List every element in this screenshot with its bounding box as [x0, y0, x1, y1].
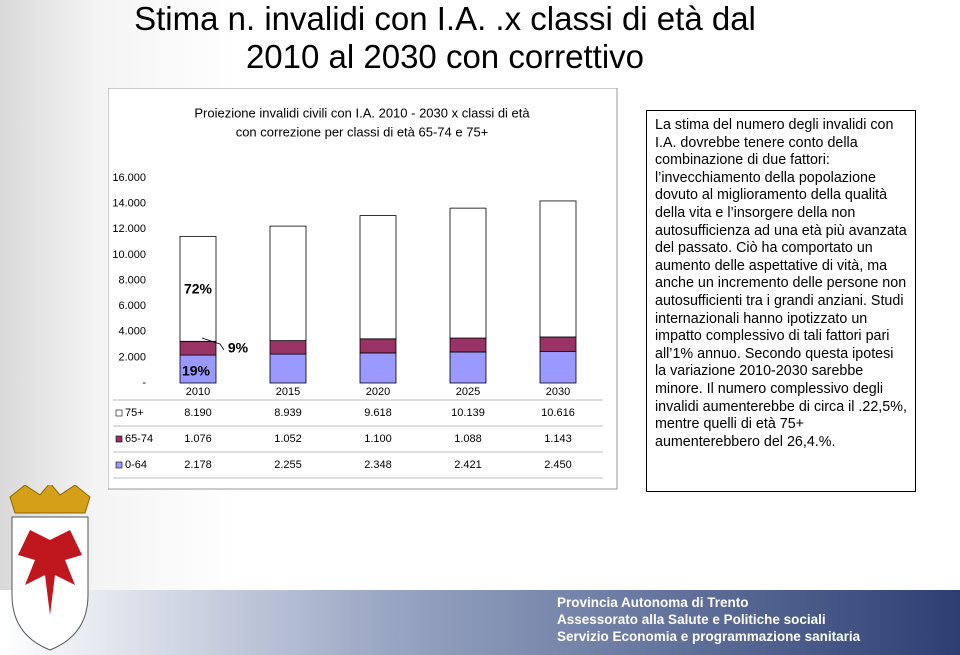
- table-value: 2.178: [184, 459, 212, 471]
- table-value: 1.088: [454, 433, 482, 445]
- table-value: 1.100: [364, 433, 392, 445]
- x-tick-label: 2030: [546, 386, 570, 398]
- table-value: 1.143: [544, 433, 572, 445]
- eagle: [18, 530, 82, 615]
- y-tick-label: 4.000: [118, 326, 146, 338]
- bar-segment: [449, 337, 487, 353]
- table-value: 8.939: [274, 407, 302, 419]
- bar-segment: [449, 351, 487, 384]
- legend-label: 0-64: [125, 459, 147, 471]
- footer-line: Provincia Autonoma di Trento: [557, 595, 749, 610]
- table-value: 1.052: [274, 433, 302, 445]
- y-tick-label: 14.000: [112, 198, 146, 210]
- table-value: 10.616: [541, 407, 575, 419]
- title-line: Stima n. invalidi con I.A. .x classi di …: [134, 0, 756, 37]
- bar-segment: [539, 336, 577, 353]
- logo: [9, 485, 91, 651]
- table-value: 2.255: [274, 459, 302, 471]
- annotation: 19%: [182, 363, 211, 379]
- x-tick-label: 2020: [366, 386, 390, 398]
- table-value: 9.618: [364, 407, 392, 419]
- bar-segment: [269, 353, 307, 384]
- y-tick-label: -: [142, 377, 146, 389]
- table-value: 2.348: [364, 459, 392, 471]
- bar-segment: [359, 215, 397, 340]
- table-value: 8.190: [184, 407, 212, 419]
- bar-segment: [269, 225, 307, 342]
- legend-key: [115, 461, 123, 469]
- bar-segment: [539, 351, 577, 384]
- y-tick-label: 2.000: [118, 351, 146, 363]
- chart-title: Proiezione invalidi civili con I.A. 2010…: [194, 105, 530, 120]
- table-value: 10.139: [451, 407, 485, 419]
- table-value: 2.450: [544, 459, 572, 471]
- table-value: 1.076: [184, 433, 212, 445]
- text-box: La stima del numero degli invalidi con I…: [646, 110, 916, 492]
- bar-segment: [269, 340, 307, 355]
- chart: Proiezione invalidi civili con I.A. 2010…: [108, 88, 618, 490]
- bar-segment: [179, 340, 217, 356]
- chart-title: con correzione per classi di età 65-74 e…: [236, 124, 489, 139]
- legend-key: [115, 409, 123, 417]
- x-tick-label: 2015: [276, 386, 300, 398]
- annotation: 72%: [184, 281, 213, 297]
- title-line: 2010 al 2030 con correttivo: [245, 38, 645, 75]
- bar-segment: [539, 200, 577, 338]
- slide-title: Stima n. invalidi con I.A. .x classi di …: [130, 0, 760, 76]
- y-tick-label: 10.000: [112, 249, 146, 261]
- footer-line: Servizio Economia e programmazione sanit…: [557, 629, 861, 644]
- legend-key: [115, 435, 123, 443]
- y-tick-label: 12.000: [112, 223, 146, 235]
- bar-segment: [179, 354, 217, 384]
- footer-line: Assessorato alla Salute e Politiche soci…: [557, 612, 826, 627]
- y-tick-label: 16.000: [112, 172, 146, 184]
- bar-segment: [359, 338, 397, 354]
- x-tick-label: 2010: [186, 386, 210, 398]
- y-tick-label: 8.000: [118, 274, 146, 286]
- leader-line: [201, 337, 225, 351]
- bar-segment: [179, 235, 217, 342]
- footer: Provincia Autonoma di Trento Assessorato…: [0, 590, 960, 655]
- x-tick-label: 2025: [456, 386, 480, 398]
- y-tick-label: 6.000: [118, 300, 146, 312]
- annotation: 9%: [228, 340, 249, 356]
- legend-label: 65-74: [125, 433, 153, 445]
- bar-segment: [449, 207, 487, 339]
- legend-label: 75+: [125, 407, 144, 419]
- crown: [9, 485, 91, 514]
- table-value: 2.421: [454, 459, 482, 471]
- bar-segment: [359, 352, 397, 384]
